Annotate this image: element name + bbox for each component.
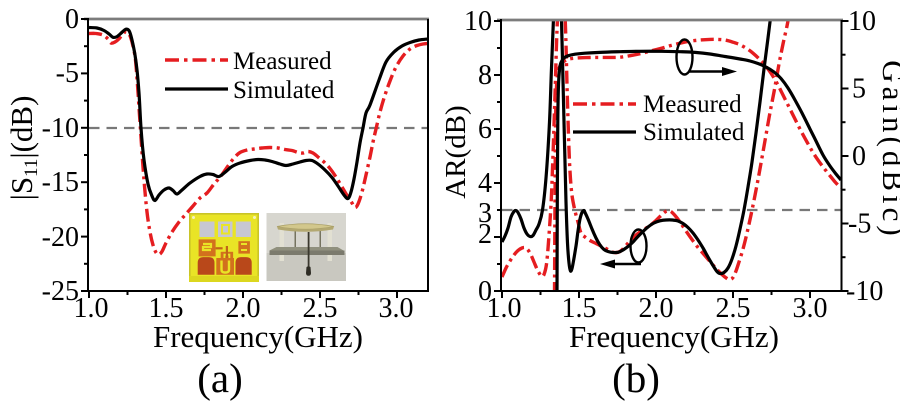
svg-text:3: 3 <box>478 198 492 229</box>
svg-text:Measured: Measured <box>233 48 332 75</box>
svg-text:-10: -10 <box>42 113 79 144</box>
svg-text:(b): (b) <box>612 355 660 401</box>
svg-text:|S11|(dB): |S11|(dB) <box>4 96 42 201</box>
svg-text:2.5: 2.5 <box>303 293 338 324</box>
svg-text:Frequency(GHz): Frequency(GHz) <box>569 319 779 354</box>
svg-text:2.0: 2.0 <box>639 293 674 324</box>
svg-text:Measured: Measured <box>643 91 742 118</box>
svg-text:1.5: 1.5 <box>562 293 597 324</box>
svg-text:1.0: 1.0 <box>74 293 109 324</box>
svg-text:Frequency(GHz): Frequency(GHz) <box>153 319 363 354</box>
svg-text:6: 6 <box>478 114 492 145</box>
svg-text:Gain(dBic): Gain(dBic) <box>876 60 900 239</box>
svg-text:2.5: 2.5 <box>716 293 751 324</box>
svg-text:Simulated: Simulated <box>233 77 335 104</box>
svg-text:10: 10 <box>464 6 492 37</box>
svg-text:1.5: 1.5 <box>149 293 184 324</box>
svg-text:AR(dB): AR(dB) <box>440 105 472 198</box>
svg-text:2.0: 2.0 <box>226 293 261 324</box>
svg-text:1.0: 1.0 <box>487 293 522 324</box>
svg-text:3.0: 3.0 <box>379 293 414 324</box>
svg-text:(a): (a) <box>197 355 243 401</box>
svg-text:-20: -20 <box>42 222 79 253</box>
svg-text:4: 4 <box>478 168 492 199</box>
svg-text:-25: -25 <box>42 276 79 307</box>
svg-text:Simulated: Simulated <box>643 119 745 146</box>
svg-text:-10: -10 <box>846 276 883 307</box>
svg-text:-15: -15 <box>42 167 79 198</box>
svg-text:3.0: 3.0 <box>793 293 828 324</box>
svg-text:0: 0 <box>852 141 866 172</box>
svg-text:0: 0 <box>65 4 79 35</box>
svg-text:8: 8 <box>478 60 492 91</box>
svg-text:2: 2 <box>478 219 492 250</box>
svg-text:5: 5 <box>852 74 866 105</box>
svg-text:0: 0 <box>478 276 492 307</box>
svg-text:-5: -5 <box>848 209 871 240</box>
svg-text:-5: -5 <box>56 58 79 89</box>
svg-text:10: 10 <box>848 6 876 37</box>
